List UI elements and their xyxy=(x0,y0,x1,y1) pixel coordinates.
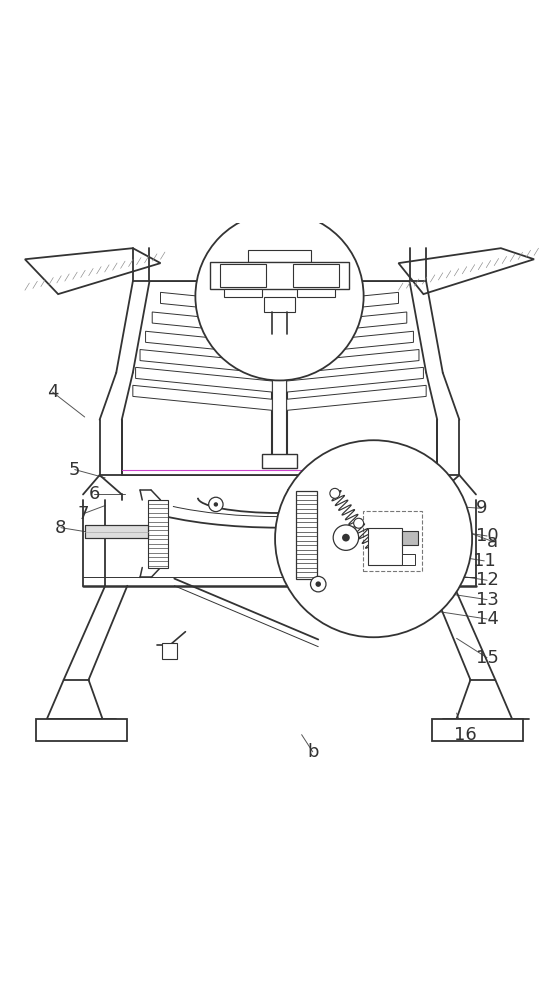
Circle shape xyxy=(275,440,472,637)
Bar xyxy=(262,454,297,468)
Text: 5: 5 xyxy=(69,461,80,479)
Circle shape xyxy=(209,497,223,512)
Bar xyxy=(148,500,168,568)
Polygon shape xyxy=(152,312,272,335)
Circle shape xyxy=(333,525,359,550)
Polygon shape xyxy=(140,350,272,374)
Bar xyxy=(368,528,402,565)
Text: 4: 4 xyxy=(47,383,58,401)
Polygon shape xyxy=(287,292,399,315)
Text: 3: 3 xyxy=(221,278,233,296)
Bar xyxy=(432,719,523,741)
Text: 8: 8 xyxy=(55,519,67,537)
Polygon shape xyxy=(287,331,414,355)
Text: 9: 9 xyxy=(476,499,487,517)
Bar xyxy=(402,531,418,545)
Circle shape xyxy=(310,576,326,592)
Bar xyxy=(36,719,127,741)
Polygon shape xyxy=(287,367,423,392)
Polygon shape xyxy=(287,312,407,335)
Circle shape xyxy=(315,581,321,587)
Polygon shape xyxy=(136,367,272,392)
Bar xyxy=(162,643,177,659)
Circle shape xyxy=(342,534,350,542)
Text: 6: 6 xyxy=(88,485,100,503)
Circle shape xyxy=(196,212,363,380)
Text: a: a xyxy=(487,533,498,551)
Bar xyxy=(293,264,339,287)
Text: 16: 16 xyxy=(453,726,476,744)
Bar xyxy=(84,525,148,538)
Circle shape xyxy=(214,502,218,507)
Text: b: b xyxy=(307,743,319,761)
Text: 11: 11 xyxy=(473,552,496,570)
Text: 7: 7 xyxy=(77,505,89,523)
Circle shape xyxy=(330,488,340,498)
Text: 2: 2 xyxy=(256,300,268,318)
Bar xyxy=(296,500,316,577)
Polygon shape xyxy=(399,248,534,294)
Text: 10: 10 xyxy=(476,527,499,545)
Circle shape xyxy=(336,497,350,512)
Text: 12: 12 xyxy=(476,571,499,589)
Bar xyxy=(84,525,148,538)
Bar xyxy=(296,491,317,579)
Circle shape xyxy=(354,518,363,528)
Polygon shape xyxy=(160,292,272,315)
Bar xyxy=(210,262,349,289)
Text: 14: 14 xyxy=(476,610,499,628)
Polygon shape xyxy=(133,385,272,410)
Bar xyxy=(297,289,335,297)
Bar xyxy=(224,289,262,297)
Bar xyxy=(248,250,311,262)
Bar xyxy=(264,297,295,312)
Polygon shape xyxy=(145,331,272,355)
Bar xyxy=(220,264,266,287)
Polygon shape xyxy=(25,248,160,294)
Bar xyxy=(402,554,415,565)
Text: 15: 15 xyxy=(476,649,499,667)
Text: 13: 13 xyxy=(476,591,499,609)
Bar xyxy=(363,511,422,571)
Text: 1: 1 xyxy=(293,311,305,329)
Polygon shape xyxy=(287,385,426,410)
Circle shape xyxy=(341,502,345,507)
Polygon shape xyxy=(287,350,419,374)
